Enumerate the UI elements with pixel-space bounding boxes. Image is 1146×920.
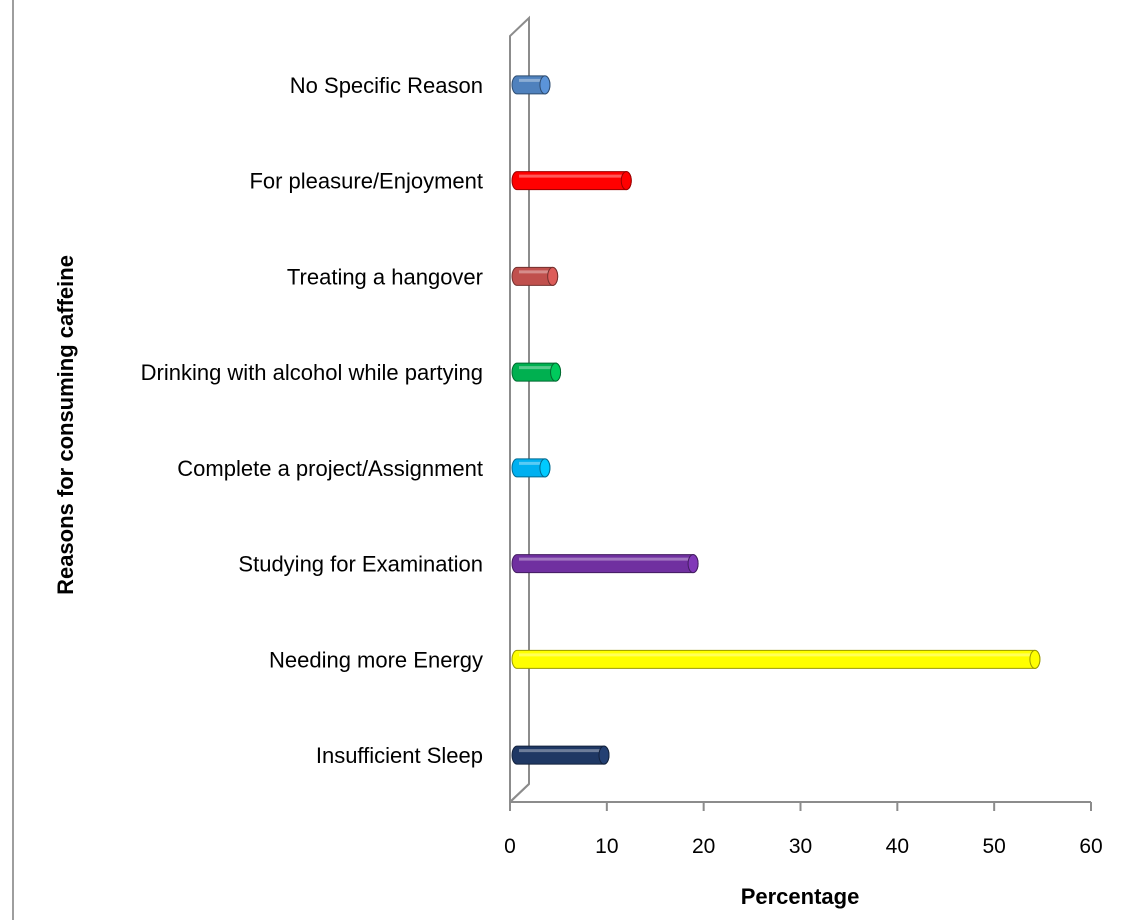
left-border-line (12, 0, 14, 920)
bar-highlight (519, 366, 554, 370)
bars (511, 75, 1041, 765)
bar-body (511, 649, 1041, 669)
category-label: Insufficient Sleep (316, 743, 483, 768)
bar (511, 362, 562, 382)
bar-cap (687, 554, 699, 574)
x-tick-label: 10 (595, 835, 618, 858)
x-tick-label: 30 (789, 835, 812, 858)
bar (511, 649, 1041, 669)
category-label: For pleasure/Enjoyment (249, 169, 483, 194)
bar-cap (539, 458, 551, 478)
category-label: Complete a project/Assignment (177, 456, 483, 481)
x-tick-label: 20 (692, 835, 715, 858)
axes (509, 15, 1091, 805)
bar-cap (550, 362, 562, 382)
bar-highlight (519, 270, 551, 274)
floor-edge (509, 783, 530, 803)
bar (511, 171, 632, 191)
bar-highlight (519, 557, 692, 561)
bar-cap (598, 745, 610, 765)
bar-highlight (519, 78, 543, 82)
x-tick-label: 40 (886, 835, 909, 858)
bar-highlight (519, 653, 1033, 657)
bar-body (511, 171, 632, 191)
bar (511, 75, 551, 95)
category-label: Drinking with alcohol while partying (141, 360, 483, 385)
bar-highlight (519, 461, 543, 465)
bar (511, 266, 559, 286)
x-tick-label: 50 (982, 835, 1005, 858)
y-axis-title: Reasons for consuming caffeine (53, 255, 78, 595)
side-wall (509, 15, 530, 805)
category-label: Needing more Energy (269, 647, 483, 672)
bar-cap (1029, 649, 1041, 669)
x-axis-title: Percentage (741, 884, 860, 909)
bar-highlight (519, 749, 602, 753)
bar-cap (539, 75, 551, 95)
bar (511, 554, 699, 574)
bar-cap (547, 266, 559, 286)
category-label: Treating a hangover (287, 264, 483, 289)
category-label: Studying for Examination (238, 552, 483, 577)
bar (511, 745, 610, 765)
x-tick-label: 60 (1079, 835, 1102, 858)
bar-highlight (519, 174, 625, 178)
x-tick-labels: 0 10 20 30 40 50 60 (504, 802, 1103, 858)
category-label: No Specific Reason (290, 73, 483, 98)
bar-cap (620, 171, 632, 191)
category-labels: Insufficient Sleep Needing more Energy Stu… (141, 73, 483, 768)
bar (511, 458, 551, 478)
x-tick-label: 0 (504, 835, 516, 858)
bar-body (511, 554, 699, 574)
bar-body (511, 745, 610, 765)
